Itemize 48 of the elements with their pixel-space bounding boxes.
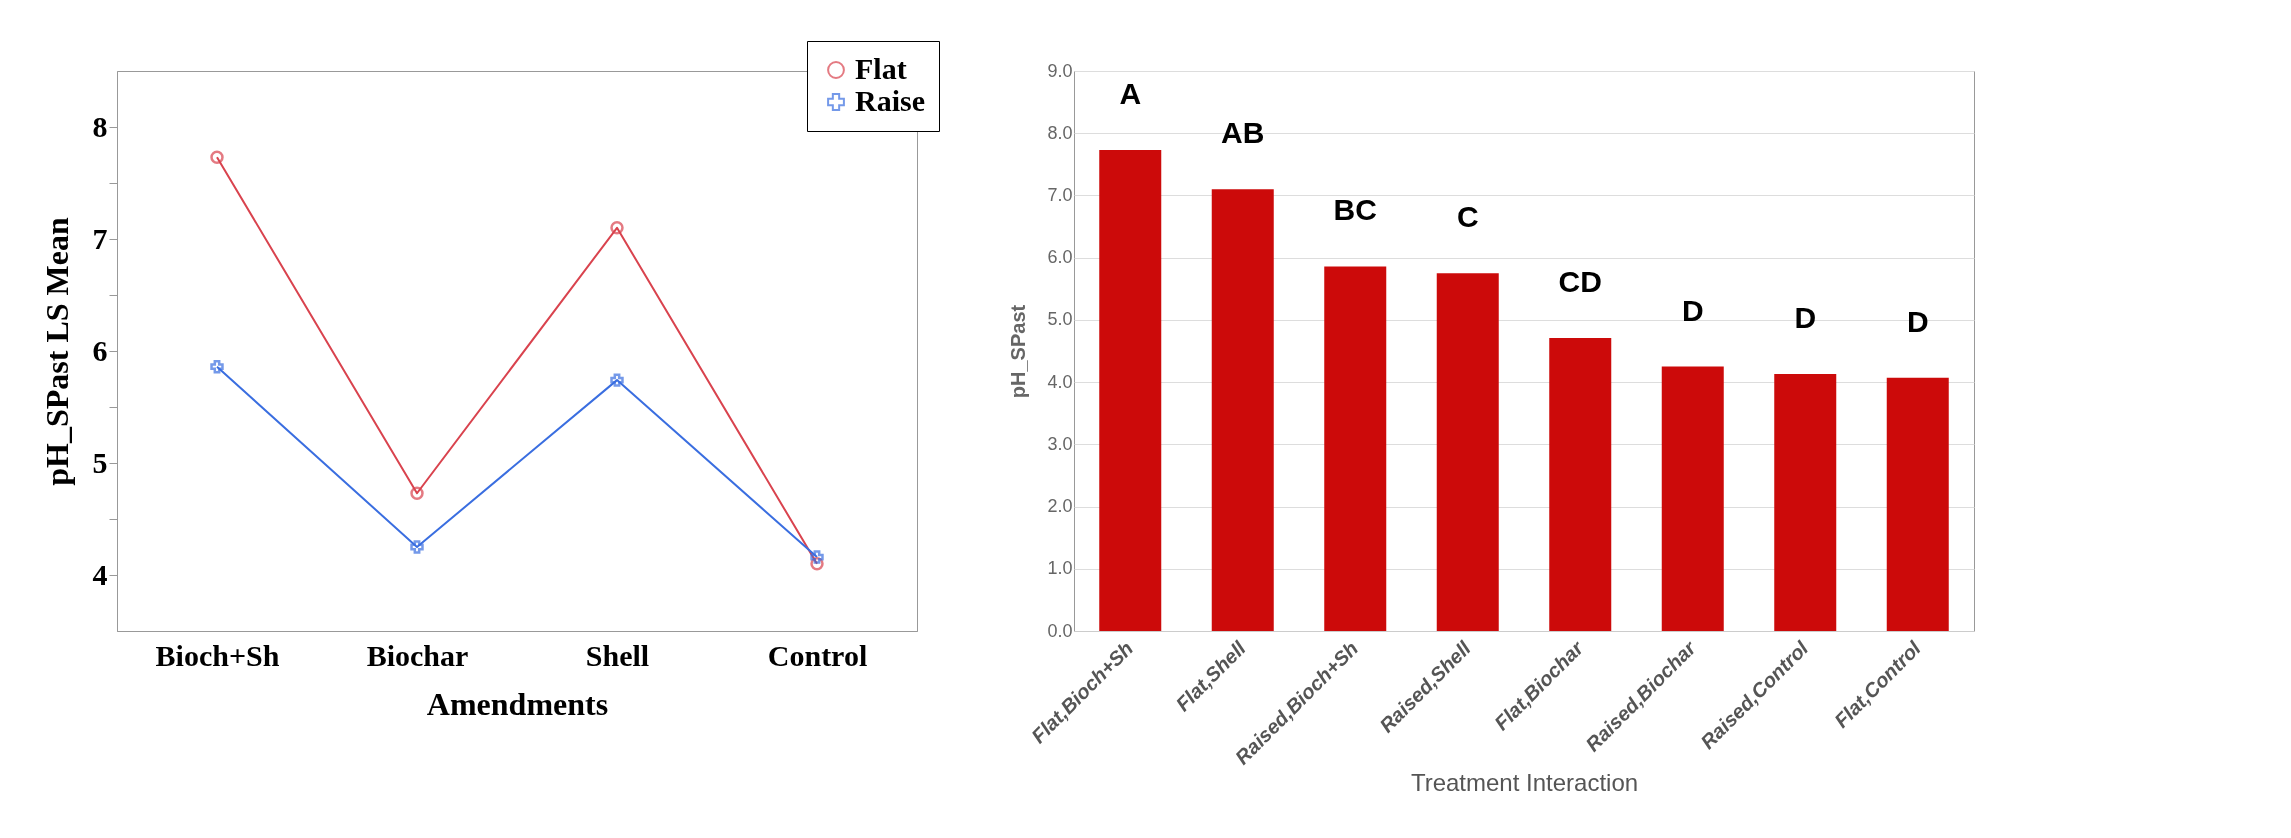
y-tick-label: 2.0 bbox=[1047, 496, 1073, 517]
point bbox=[810, 550, 824, 564]
y-axis-title: pH_SPast LS Mean bbox=[38, 217, 75, 486]
y-tick-label: 5 bbox=[92, 445, 108, 479]
y-tick-label: 4 bbox=[92, 557, 108, 591]
y-tick-label: 6.0 bbox=[1047, 247, 1073, 268]
bar bbox=[1324, 266, 1387, 631]
point bbox=[210, 150, 224, 164]
x-tick-label: Biochar bbox=[366, 638, 469, 672]
y-tick-label: 7.0 bbox=[1047, 184, 1073, 205]
point bbox=[410, 486, 424, 500]
bar bbox=[1436, 273, 1499, 631]
y-axis-title: pH_SPast bbox=[1007, 304, 1030, 399]
annotation: A bbox=[1119, 77, 1142, 111]
point bbox=[410, 540, 424, 554]
x-tick-label: Shell bbox=[585, 638, 650, 672]
bar bbox=[1099, 150, 1162, 631]
point bbox=[210, 359, 224, 374]
x-tick-label: Bioch+Sh bbox=[155, 638, 280, 672]
legend-label: Raise bbox=[855, 84, 925, 117]
y-tick-label: 5.0 bbox=[1047, 309, 1073, 330]
annotation: C bbox=[1456, 200, 1479, 234]
y-tick-label: 3.0 bbox=[1047, 433, 1073, 454]
y-tick-label: 4.0 bbox=[1047, 371, 1073, 392]
bar bbox=[1549, 337, 1612, 631]
annotation: BC bbox=[1333, 193, 1377, 227]
y-tick-label: 6 bbox=[92, 333, 108, 367]
annotation: CD bbox=[1558, 264, 1602, 298]
y-tick-label: 8 bbox=[92, 109, 108, 143]
annotation: D bbox=[1681, 293, 1704, 327]
bar bbox=[1211, 189, 1274, 631]
x-tick-label: Control bbox=[767, 638, 868, 672]
annotation: D bbox=[1906, 304, 1929, 338]
y-tick-label: 8.0 bbox=[1047, 122, 1073, 143]
bar bbox=[1661, 366, 1724, 631]
point bbox=[610, 221, 624, 235]
bar bbox=[1774, 374, 1837, 631]
annotation: D bbox=[1794, 301, 1817, 335]
y-tick-label: 0.0 bbox=[1047, 620, 1073, 641]
bar bbox=[1886, 377, 1949, 631]
legend-label: Flat bbox=[855, 52, 907, 85]
x-axis-title: Treatment Interaction bbox=[1410, 769, 1639, 797]
x-axis-title: Amendments bbox=[426, 685, 609, 722]
y-tick-label: 9.0 bbox=[1047, 60, 1073, 81]
y-tick-label: 1.0 bbox=[1047, 558, 1073, 579]
point bbox=[610, 373, 624, 387]
annotation: AB bbox=[1221, 116, 1265, 150]
y-tick-label: 7 bbox=[92, 221, 108, 255]
